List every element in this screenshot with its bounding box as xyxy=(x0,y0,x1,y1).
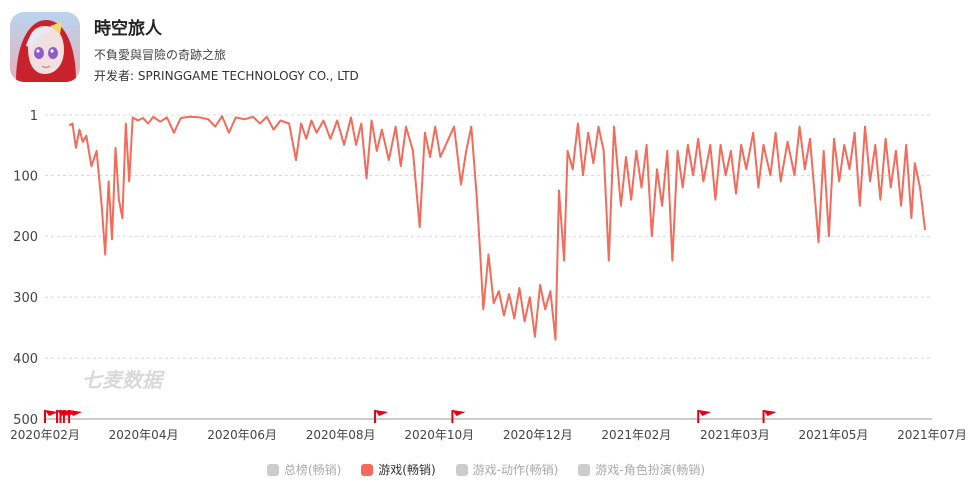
event-flag[interactable] xyxy=(697,410,712,423)
legend-item-rpg[interactable]: 游戏-角色扮演(畅销) xyxy=(578,461,705,478)
legend-item-game[interactable]: 游戏(畅销) xyxy=(361,461,436,478)
ranking-chart: 1 100 200 300 400 500 2020年02月 2020年04月 2020年06月… xyxy=(0,100,972,450)
event-flag[interactable] xyxy=(44,410,58,423)
x-tick-label: 2020年10月 xyxy=(404,428,474,442)
event-flag[interactable] xyxy=(762,410,777,423)
series-line xyxy=(68,115,927,341)
x-tick-label: 2021年07月 xyxy=(897,428,967,442)
legend-item-total[interactable]: 总榜(畅销) xyxy=(266,461,342,478)
legend-label: 游戏(畅销) xyxy=(378,463,436,477)
app-subtitle: 不負愛與冒險の奇跡之旅 xyxy=(94,48,227,62)
app-icon xyxy=(10,12,80,82)
x-tick-label: 2020年06月 xyxy=(207,428,277,442)
y-tick-label: 100 xyxy=(13,169,38,184)
x-tick-label: 2020年04月 xyxy=(109,428,179,442)
app-title: 時空旅人 xyxy=(94,19,162,39)
y-tick-label: 500 xyxy=(13,413,38,428)
x-tick-label: 2021年05月 xyxy=(799,428,869,442)
x-tick-label: 2021年02月 xyxy=(601,428,671,442)
y-tick-label: 200 xyxy=(13,230,38,245)
event-flag[interactable] xyxy=(374,410,389,423)
x-tick-label: 2020年12月 xyxy=(503,428,573,442)
legend-item-action[interactable]: 游戏-动作(畅销) xyxy=(455,461,559,478)
legend-label: 游戏-动作(畅销) xyxy=(472,463,559,477)
chart-legend: 总榜(畅销) 游戏(畅销) 游戏-动作(畅销) 游戏-角色扮演(畅销) xyxy=(0,461,972,478)
x-tick-label: 2020年02月 xyxy=(10,428,80,442)
y-tick-label: 400 xyxy=(13,352,38,367)
legend-swatch xyxy=(266,463,279,476)
legend-swatch xyxy=(361,463,374,476)
x-tick-label: 2021年03月 xyxy=(700,428,770,442)
watermark: 七麦数据 xyxy=(82,368,165,392)
legend-label: 游戏-角色扮演(畅销) xyxy=(595,463,706,477)
y-tick-label: 300 xyxy=(13,291,38,306)
event-flag[interactable] xyxy=(68,410,83,423)
legend-label: 总榜(畅销) xyxy=(283,463,342,477)
event-flag[interactable] xyxy=(451,410,466,423)
y-tick-label: 1 xyxy=(30,109,38,124)
legend-swatch xyxy=(578,463,591,476)
app-developer: 开发者: SPRINGGAME TECHNOLOGY CO., LTD xyxy=(94,69,359,83)
x-tick-label: 2020年08月 xyxy=(306,428,376,442)
legend-swatch xyxy=(455,463,468,476)
